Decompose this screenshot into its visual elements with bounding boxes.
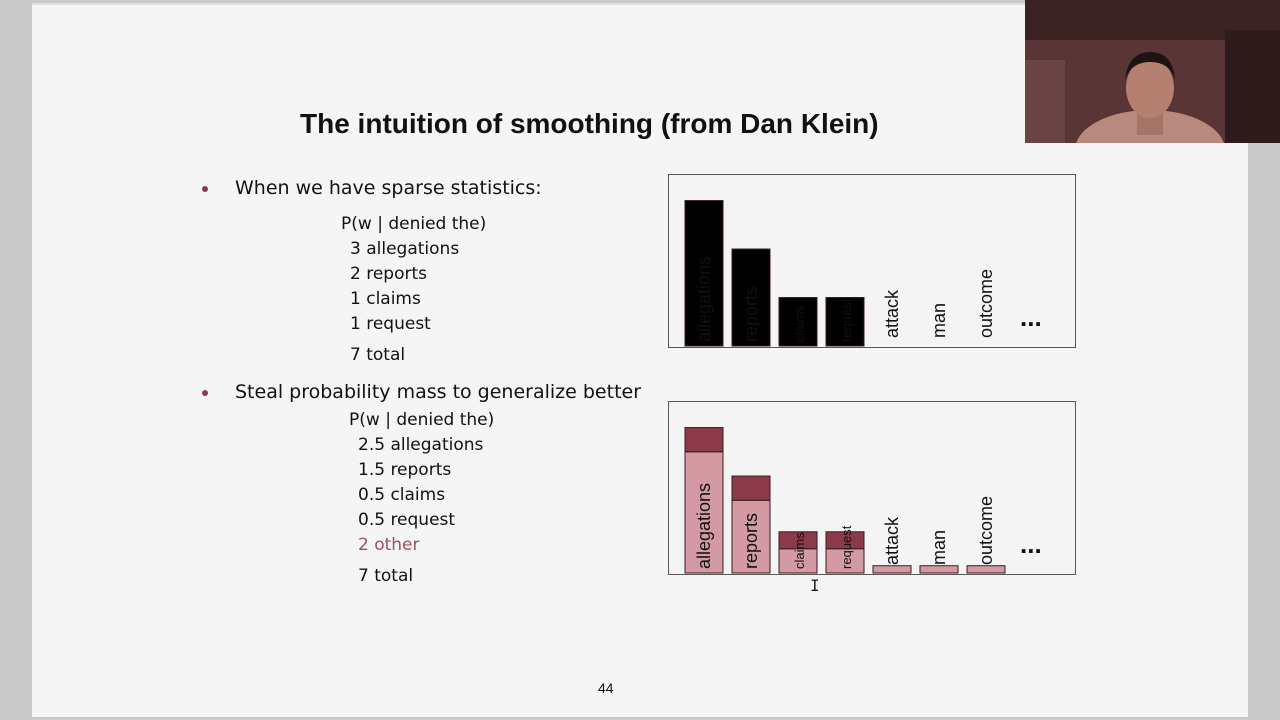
tick-label-outcome: outcome: [976, 269, 996, 338]
tick-label-claims: claims: [792, 305, 807, 342]
count-line: 0.5 claims: [358, 485, 446, 505]
other-line: 2 other: [358, 535, 420, 555]
bar-base-outcome: [966, 565, 1006, 574]
ellipsis-label: ...: [1020, 529, 1042, 559]
count-line: 1 request: [350, 314, 431, 334]
bar-allegations: [684, 200, 724, 347]
count-line: 2 reports: [350, 264, 427, 284]
bar-request: [825, 297, 865, 347]
bar-stolen-reports: [731, 475, 771, 501]
bullet-dot: [202, 390, 208, 396]
bar-base-request: [825, 548, 865, 574]
chart-sparse-svg: allegations reports claims request attack man…: [684, 200, 1042, 347]
slide-title: The intuition of smoothing (from Dan Kle…: [300, 108, 879, 139]
count-line: 1 claims: [350, 289, 421, 309]
tick-label-attack: attack: [882, 516, 902, 565]
tick-label-man: man: [929, 303, 949, 338]
bullet-text: Steal probability mass to generalize bet…: [235, 381, 642, 403]
bullet-sparse-statistics: When we have sparse statistics:: [202, 177, 542, 199]
count-line: 1.5 reports: [358, 460, 452, 480]
bar-base-claims: [778, 548, 818, 574]
bullet-steal-mass: Steal probability mass to generalize bet…: [202, 381, 642, 403]
bar-stolen-allegations: [684, 427, 724, 453]
count-line: 3 allegations: [350, 239, 460, 259]
bar-stolen-claims: [778, 531, 818, 550]
bar-base-attack: [872, 565, 912, 574]
bar-stolen-request: [825, 531, 865, 550]
chart-smoothed-svg: allegations reports claims request attack man…: [684, 427, 1042, 574]
tick-label-allegations: allegations: [694, 483, 714, 569]
tick-label-allegations: allegations: [694, 256, 714, 342]
page-number: 44: [598, 680, 614, 696]
tick-label-outcome: outcome: [976, 496, 996, 565]
tick-label-request: request: [839, 298, 854, 342]
tick-label-attack: attack: [882, 289, 902, 338]
total-line: 7 total: [350, 345, 406, 365]
slide-top-border: [32, 3, 1248, 5]
tick-label-reports: reports: [741, 513, 761, 569]
tick-label-claims: claims: [792, 532, 807, 569]
ellipsis-label: ...: [1020, 302, 1042, 332]
prob-header: P(w | denied the): [341, 214, 487, 234]
bar-claims: [778, 297, 818, 347]
bullet-text: When we have sparse statistics:: [235, 177, 542, 199]
total-line: 7 total: [358, 566, 414, 586]
count-line: 0.5 request: [358, 510, 456, 530]
bar-reports: [731, 248, 771, 347]
prob-header: P(w | denied the): [349, 410, 495, 430]
bullet-dot: [202, 186, 208, 192]
bar-base-man: [919, 565, 959, 574]
chart-sparse-counts: allegations reports claims request attack man…: [668, 174, 1076, 348]
webcam-video: [1025, 0, 1280, 143]
tick-label-man: man: [929, 530, 949, 565]
text-cursor-icon: I: [810, 576, 820, 595]
count-line: 2.5 allegations: [358, 435, 484, 455]
tick-label-reports: reports: [741, 286, 761, 342]
chart-smoothed-counts: allegations reports claims request attack man…: [668, 401, 1076, 575]
tick-label-request: request: [839, 525, 854, 569]
webcam-feed: [1025, 0, 1280, 143]
